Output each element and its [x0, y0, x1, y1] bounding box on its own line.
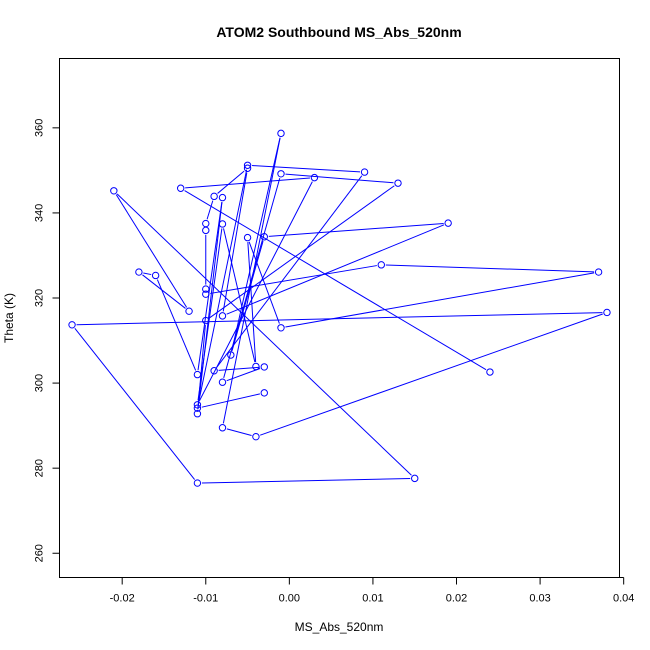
data-point — [394, 179, 402, 187]
data-point — [603, 308, 611, 317]
x-axis: -0.02 -0.01 0.00 0.01 0.02 0.03 0.04 — [110, 577, 634, 605]
series-line-segment — [209, 185, 395, 319]
y-tick-label: 300 — [34, 374, 46, 392]
y-tick-label: 360 — [34, 119, 46, 137]
data-point — [193, 479, 202, 487]
data-point — [135, 268, 143, 276]
data-point — [243, 164, 252, 172]
data-point — [193, 410, 202, 418]
data-point — [218, 312, 227, 320]
series-line-segment — [268, 222, 444, 237]
series-line-segment — [285, 272, 595, 328]
y-tick-label: 260 — [34, 544, 46, 562]
series-line-segment — [142, 274, 186, 309]
data-point — [210, 367, 218, 375]
series-line-segment — [184, 190, 487, 371]
data-point — [486, 368, 494, 376]
series-line-segment — [223, 228, 256, 363]
data-point — [68, 321, 76, 329]
series-line-segment — [197, 169, 248, 404]
data-point — [176, 184, 185, 192]
x-tick-label: 0.03 — [529, 593, 550, 605]
series-line-segment — [226, 224, 445, 315]
series-line-segment — [385, 264, 595, 273]
data-point — [202, 226, 210, 235]
data-point — [252, 432, 260, 441]
y-tick-label: 340 — [34, 204, 46, 222]
data-point — [110, 187, 118, 195]
data-point — [218, 220, 227, 228]
series-line-segment — [231, 137, 281, 351]
series-line-segment — [201, 477, 411, 484]
y-tick-label: 280 — [34, 459, 46, 477]
series-line-segment — [231, 240, 264, 351]
data-point — [243, 161, 252, 169]
series-line-segment — [74, 328, 196, 480]
data-point — [202, 316, 210, 325]
series-line-segment — [116, 193, 412, 476]
series-line-segment — [248, 241, 280, 324]
data-point — [151, 271, 160, 280]
series-line-segment — [199, 181, 313, 402]
data-point — [202, 285, 210, 293]
series-line-segment — [206, 200, 214, 220]
data-point — [202, 290, 210, 298]
data-point — [193, 370, 202, 379]
plot-area — [68, 129, 611, 487]
data-point — [260, 389, 268, 397]
data-point — [218, 424, 227, 432]
x-axis-label: MS_Abs_520nm — [295, 620, 384, 634]
data-point — [377, 261, 385, 269]
data-point — [260, 233, 268, 241]
y-axis: 260 280 300 320 340 360 — [34, 119, 60, 562]
data-point — [243, 233, 252, 242]
data-point — [193, 404, 202, 412]
series-line-segment — [226, 428, 252, 437]
data-point — [277, 170, 285, 178]
series-line-segment — [185, 177, 310, 189]
series-line-segment — [201, 393, 261, 408]
series-line-segment — [156, 279, 197, 371]
series-line-segment — [115, 194, 188, 308]
series-line-segment — [197, 201, 223, 371]
series-line-segment — [252, 165, 361, 173]
data-point — [594, 268, 603, 276]
x-tick-label: -0.01 — [193, 593, 218, 605]
data-point — [277, 324, 285, 332]
data-point — [360, 168, 369, 176]
data-point — [202, 219, 210, 228]
x-tick-label: 0.01 — [362, 593, 383, 605]
series-line-segment — [247, 242, 257, 363]
data-point — [218, 193, 227, 202]
chart-title: ATOM2 Southbound MS_Abs_520nm — [216, 24, 461, 40]
data-point — [210, 192, 218, 201]
x-tick-label: -0.02 — [110, 593, 135, 605]
series-line-segment — [76, 312, 603, 326]
data-point — [277, 129, 285, 138]
series-line-segment — [217, 170, 245, 194]
data-point — [218, 378, 227, 386]
series-line-segment — [285, 173, 394, 184]
x-tick-label: 0.00 — [279, 593, 300, 605]
data-point — [193, 401, 202, 409]
data-point — [252, 362, 260, 371]
y-tick-label: 320 — [34, 289, 46, 307]
data-point — [227, 351, 235, 359]
data-point — [185, 307, 193, 315]
series-line-segment — [197, 228, 223, 401]
y-axis-label: Theta (K) — [2, 293, 16, 343]
data-point — [411, 474, 419, 483]
data-point — [444, 219, 452, 227]
series-line-segment — [222, 172, 248, 312]
x-tick-label: 0.04 — [613, 593, 634, 605]
x-tick-label: 0.02 — [446, 593, 467, 605]
data-point — [260, 363, 268, 371]
series-line-segment — [259, 313, 603, 436]
data-point — [310, 173, 319, 182]
series-line-segment — [143, 272, 152, 276]
